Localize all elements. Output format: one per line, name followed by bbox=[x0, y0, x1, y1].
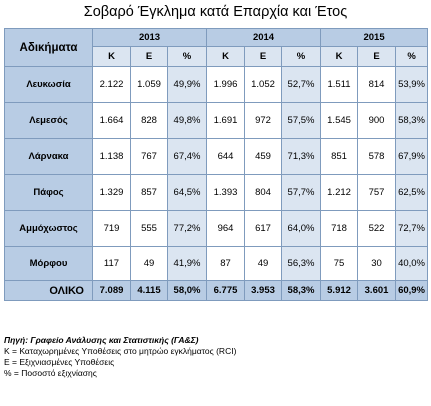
cell-pct: 72,7% bbox=[395, 210, 429, 247]
cell-e: 30 bbox=[357, 246, 397, 281]
cell-e: 1.059 bbox=[130, 66, 168, 103]
cell-pct: 49,8% bbox=[166, 102, 208, 139]
cell-k: 1.393 bbox=[206, 174, 246, 211]
subheader-k: Κ bbox=[206, 46, 246, 67]
table-row: Πάφος 1.329 857 64,5% 1.393 804 57,7% 1.212 757 6… bbox=[4, 174, 429, 211]
total-label: ΟΛΙΚΟ bbox=[4, 280, 93, 301]
total-cell-k: 6.775 bbox=[206, 280, 246, 301]
cell-e: 828 bbox=[130, 102, 168, 139]
cell-pct: 57,5% bbox=[281, 102, 322, 139]
table-row: Λευκωσία 2.122 1.059 49,9% 1.996 1.052 52,7% 1.… bbox=[4, 66, 429, 103]
district-name: Αμμόχωστος bbox=[4, 210, 93, 247]
cell-pct: 41,9% bbox=[166, 246, 208, 281]
cell-k: 1.329 bbox=[92, 174, 131, 211]
table-body: Λευκωσία 2.122 1.059 49,9% 1.996 1.052 52,7% 1.… bbox=[4, 66, 429, 301]
cell-pct: 56,3% bbox=[281, 246, 322, 281]
cell-pct: 77,2% bbox=[166, 210, 208, 247]
cell-k: 1.212 bbox=[320, 174, 359, 211]
cell-e: 522 bbox=[357, 210, 397, 247]
legend-pct: % = Ποσοστό εξιχνίασης bbox=[4, 368, 97, 378]
subheader-e: Ε bbox=[130, 46, 168, 67]
cell-e: 49 bbox=[244, 246, 283, 281]
cell-k: 1.511 bbox=[320, 66, 359, 103]
total-cell-e: 3.953 bbox=[244, 280, 283, 301]
corner-header: Αδικήματα bbox=[4, 28, 93, 67]
cell-e: 804 bbox=[244, 174, 283, 211]
cell-e: 767 bbox=[130, 138, 168, 175]
subheader-k: Κ bbox=[320, 46, 359, 67]
cell-k: 718 bbox=[320, 210, 359, 247]
total-cell-pct: 58,3% bbox=[281, 280, 322, 301]
subheader-pct: % bbox=[281, 46, 322, 67]
table-row: Αμμόχωστος 719 555 77,2% 964 617 64,0% 718 522 72… bbox=[4, 210, 429, 247]
total-row: ΟΛΙΚΟ 7.089 4.115 58,0% 6.775 3.953 58,3% 5.912… bbox=[4, 280, 429, 301]
cell-k: 1.545 bbox=[320, 102, 359, 139]
cell-pct: 64,5% bbox=[166, 174, 208, 211]
subheader-pct: % bbox=[395, 46, 429, 67]
crime-statistics-table: Αδικήματα 2013 2014 2015 Κ Ε % Κ Ε % Κ Ε… bbox=[4, 28, 429, 301]
cell-pct: 64,0% bbox=[281, 210, 322, 247]
cell-e: 617 bbox=[244, 210, 283, 247]
district-name: Λεμεσός bbox=[4, 102, 93, 139]
cell-e: 555 bbox=[130, 210, 168, 247]
cell-k: 87 bbox=[206, 246, 246, 281]
cell-k: 1.691 bbox=[206, 102, 246, 139]
cell-pct: 58,3% bbox=[395, 102, 429, 139]
table-row: Λεμεσός 1.664 828 49,8% 1.691 972 57,5% 1.545 90… bbox=[4, 102, 429, 139]
legend-e: Ε = Εξιχνιασμένες Υποθέσεις bbox=[4, 357, 115, 367]
cell-k: 644 bbox=[206, 138, 246, 175]
cell-k: 851 bbox=[320, 138, 359, 175]
cell-e: 857 bbox=[130, 174, 168, 211]
cell-pct: 52,7% bbox=[281, 66, 322, 103]
total-cell-pct: 58,0% bbox=[166, 280, 208, 301]
page-title: Σοβαρό Έγκλημα κατά Επαρχία και Έτος bbox=[83, 4, 348, 20]
total-cell-e: 3.601 bbox=[357, 280, 397, 301]
total-cell-k: 5.912 bbox=[320, 280, 359, 301]
cell-k: 117 bbox=[92, 246, 131, 281]
cell-k: 1.996 bbox=[206, 66, 246, 103]
cell-pct: 49,9% bbox=[166, 66, 208, 103]
subheader-pct: % bbox=[166, 46, 208, 67]
subheader-k: Κ bbox=[92, 46, 131, 67]
total-cell-e: 4.115 bbox=[130, 280, 168, 301]
cell-k: 2.122 bbox=[92, 66, 131, 103]
total-cell-k: 7.089 bbox=[92, 280, 131, 301]
cell-pct: 62,5% bbox=[395, 174, 429, 211]
district-name: Λευκωσία bbox=[4, 66, 93, 103]
subheader-e: Ε bbox=[357, 46, 397, 67]
cell-e: 972 bbox=[244, 102, 283, 139]
cell-pct: 57,7% bbox=[281, 174, 322, 211]
year-header-2015: 2015 bbox=[320, 28, 429, 47]
district-name: Λάρνακα bbox=[4, 138, 93, 175]
cell-e: 900 bbox=[357, 102, 397, 139]
cell-pct: 67,9% bbox=[395, 138, 429, 175]
table-row: Μόρφου 117 49 41,9% 87 49 56,3% 75 30 40,0% bbox=[4, 246, 429, 281]
cell-k: 1.664 bbox=[92, 102, 131, 139]
cell-k: 964 bbox=[206, 210, 246, 247]
district-name: Πάφος bbox=[4, 174, 93, 211]
cell-pct: 40,0% bbox=[395, 246, 429, 281]
cell-e: 49 bbox=[130, 246, 168, 281]
cell-e: 459 bbox=[244, 138, 283, 175]
subheader-e: Ε bbox=[244, 46, 283, 67]
cell-pct: 67,4% bbox=[166, 138, 208, 175]
cell-pct: 71,3% bbox=[281, 138, 322, 175]
table-row: Λάρνακα 1.138 767 67,4% 644 459 71,3% 851 578 67,… bbox=[4, 138, 429, 175]
cell-e: 1.052 bbox=[244, 66, 283, 103]
cell-k: 75 bbox=[320, 246, 359, 281]
legend-k: Κ = Καταχωρημένες Υποθέσεις στο μητρώο ε… bbox=[4, 346, 237, 356]
table-notes: Πηγή: Γραφείο Ανάλυσης και Στατιστικής (… bbox=[4, 335, 427, 379]
cell-k: 719 bbox=[92, 210, 131, 247]
cell-e: 757 bbox=[357, 174, 397, 211]
cell-e: 814 bbox=[357, 66, 397, 103]
source-note: Πηγή: Γραφείο Ανάλυσης και Στατιστικής (… bbox=[4, 335, 199, 345]
district-name: Μόρφου bbox=[4, 246, 93, 281]
year-header-2014: 2014 bbox=[206, 28, 322, 47]
cell-k: 1.138 bbox=[92, 138, 131, 175]
total-cell-pct: 60,9% bbox=[395, 280, 429, 301]
cell-pct: 53,9% bbox=[395, 66, 429, 103]
year-header-2013: 2013 bbox=[91, 28, 208, 47]
cell-e: 578 bbox=[357, 138, 397, 175]
